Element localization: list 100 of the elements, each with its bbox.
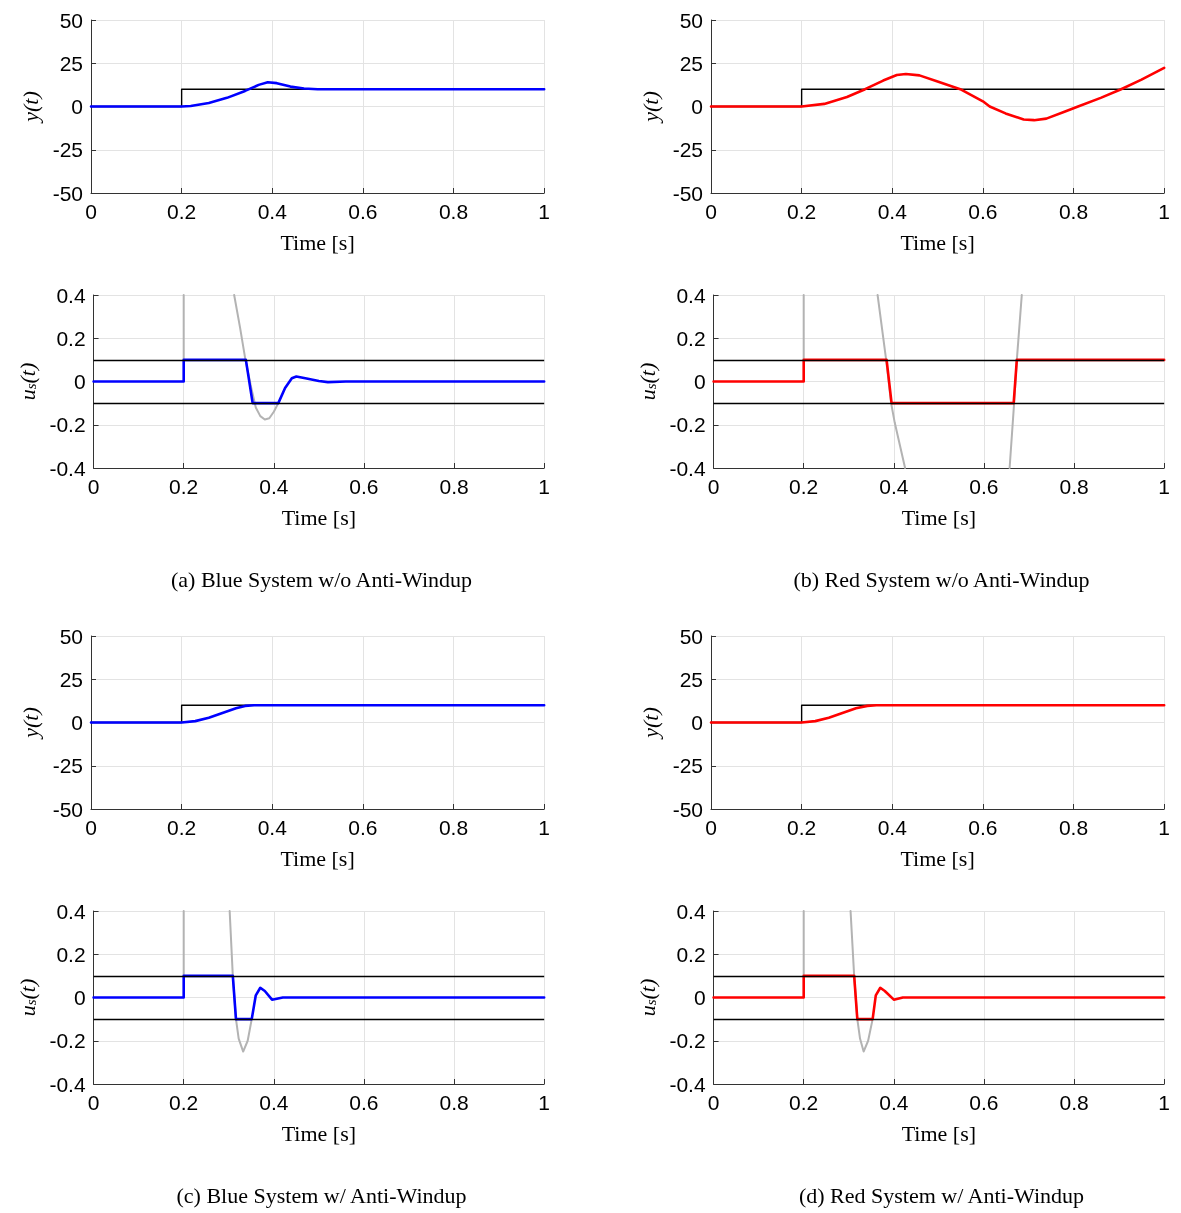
y-tick-label: -0.4 bbox=[669, 456, 706, 480]
y-tick-label: 0.4 bbox=[56, 283, 86, 307]
y-tick-label: -25 bbox=[672, 754, 703, 778]
y-tick-label: 25 bbox=[59, 51, 83, 75]
x-tick-label: 0.2 bbox=[787, 816, 817, 839]
x-tick-label: 0.6 bbox=[968, 816, 998, 839]
y-tick-label: 25 bbox=[679, 51, 703, 75]
y-tick-label: 0.2 bbox=[676, 942, 706, 966]
x-tick-label: 0.8 bbox=[438, 816, 469, 839]
y-tick-label: 0 bbox=[71, 95, 83, 118]
x-tick-label: 0.4 bbox=[879, 1091, 909, 1114]
x-tick-label: 0.8 bbox=[1059, 475, 1089, 498]
x-tick-label: 0 bbox=[707, 1091, 720, 1114]
y-tick-label: -50 bbox=[672, 181, 703, 205]
y-tick-label: -0.4 bbox=[669, 1072, 706, 1096]
x-tick-label: 0.2 bbox=[169, 1091, 199, 1114]
x-tick-label: 1 bbox=[538, 475, 550, 498]
text: (d) Red System w/ Anti-Windup bbox=[798, 1182, 1085, 1208]
x-tick-label: 1 bbox=[1158, 1091, 1170, 1114]
y-tick-label: 25 bbox=[679, 667, 703, 691]
y-tick-label: 0.4 bbox=[56, 899, 86, 923]
line-series bbox=[89, 80, 546, 108]
x-axis-title: Time [s] bbox=[901, 1120, 977, 1146]
x-tick-label: 0.6 bbox=[969, 1091, 999, 1114]
x-axis-title: Time [s] bbox=[901, 504, 977, 530]
y-tick-label: 0.2 bbox=[676, 326, 706, 350]
y-tick-label: -25 bbox=[52, 138, 83, 162]
line-series bbox=[92, 358, 546, 405]
x-tick-label: 0.4 bbox=[257, 816, 288, 839]
x-tick-label: 0.8 bbox=[439, 1091, 469, 1114]
x-tick-label: 0.2 bbox=[167, 200, 197, 223]
y-tick-label: -25 bbox=[672, 138, 703, 162]
x-tick-label: 0.6 bbox=[348, 816, 378, 839]
x-tick-label: 1 bbox=[1158, 475, 1170, 498]
x-tick-label: 0.2 bbox=[167, 816, 197, 839]
y-tick-label: -0.2 bbox=[49, 1029, 86, 1053]
y-tick-label: 0 bbox=[73, 986, 86, 1009]
text: (b) Red System w/o Anti-Windup bbox=[793, 566, 1090, 592]
y-tick-label: -50 bbox=[52, 181, 83, 205]
y-tick-label: 0.4 bbox=[676, 899, 706, 923]
y-tick-label: 0 bbox=[693, 370, 706, 393]
y-tick-label: -0.2 bbox=[669, 413, 706, 437]
x-tick-label: 0.8 bbox=[438, 200, 469, 223]
y-axis-title: y(t) bbox=[637, 91, 663, 124]
y-tick-label: 50 bbox=[679, 8, 703, 32]
x-tick-label: 1 bbox=[1158, 200, 1170, 223]
x-tick-label: 0.8 bbox=[1058, 200, 1089, 223]
y-tick-label: -0.2 bbox=[669, 1029, 706, 1053]
y-axis-title: us(t) bbox=[14, 362, 40, 401]
y-axis-title: us(t) bbox=[14, 978, 40, 1017]
y-tick-label: 0.4 bbox=[676, 283, 706, 307]
x-tick-label: 0.4 bbox=[877, 200, 908, 223]
y-tick-label: -0.4 bbox=[49, 1072, 86, 1096]
y-tick-label: 0 bbox=[691, 711, 703, 734]
x-tick-label: 0.6 bbox=[349, 1091, 379, 1114]
y-axis-title: y(t) bbox=[637, 707, 663, 740]
x-tick-label: 0.2 bbox=[789, 1091, 819, 1114]
x-tick-label: 0.4 bbox=[877, 816, 908, 839]
x-axis-title: Time [s] bbox=[900, 229, 975, 255]
x-tick-label: 1 bbox=[538, 1091, 550, 1114]
y-tick-label: -50 bbox=[52, 797, 83, 821]
y-axis-title: y(t) bbox=[17, 707, 43, 740]
x-tick-label: 0.4 bbox=[259, 1091, 289, 1114]
x-tick-label: 0.6 bbox=[969, 475, 999, 498]
x-tick-label: 0.2 bbox=[787, 200, 817, 223]
y-tick-label: 0 bbox=[73, 370, 86, 393]
x-tick-label: 0 bbox=[707, 475, 720, 498]
y-axis-title: y(t) bbox=[17, 91, 43, 124]
y-axis-title: us(t) bbox=[634, 978, 660, 1017]
y-tick-label: 0 bbox=[71, 711, 83, 734]
y-tick-label: 0.2 bbox=[56, 942, 86, 966]
x-tick-label: 0.4 bbox=[259, 475, 289, 498]
x-axis-title: Time [s] bbox=[281, 504, 357, 530]
x-tick-label: 0.4 bbox=[879, 475, 909, 498]
y-tick-label: 0 bbox=[691, 95, 703, 118]
x-axis-title: Time [s] bbox=[900, 845, 975, 871]
x-axis-title: Time [s] bbox=[280, 229, 355, 255]
y-tick-label: 50 bbox=[59, 624, 83, 648]
x-tick-label: 0.2 bbox=[169, 475, 199, 498]
x-tick-label: 1 bbox=[538, 816, 550, 839]
text: (c) Blue System w/ Anti-Windup bbox=[176, 1182, 467, 1208]
line-series bbox=[709, 66, 1166, 122]
line-series bbox=[92, 974, 546, 1021]
x-tick-label: 0.8 bbox=[439, 475, 469, 498]
x-tick-label: 0.8 bbox=[1058, 816, 1089, 839]
text: (a) Blue System w/o Anti-Windup bbox=[171, 566, 472, 592]
x-tick-label: 1 bbox=[1158, 816, 1170, 839]
x-tick-label: 1 bbox=[538, 200, 550, 223]
y-tick-label: -25 bbox=[52, 754, 83, 778]
y-tick-label: 50 bbox=[679, 624, 703, 648]
x-tick-label: 0.6 bbox=[349, 475, 379, 498]
x-axis-title: Time [s] bbox=[281, 1120, 357, 1146]
x-axis-title: Time [s] bbox=[280, 845, 355, 871]
y-tick-label: 50 bbox=[59, 8, 83, 32]
x-tick-label: 0 bbox=[87, 475, 100, 498]
y-tick-label: 25 bbox=[59, 667, 83, 691]
x-tick-label: 0.8 bbox=[1059, 1091, 1089, 1114]
y-axis-title: us(t) bbox=[634, 362, 660, 401]
line-series bbox=[712, 974, 1166, 1021]
x-tick-label: 0.4 bbox=[257, 200, 288, 223]
